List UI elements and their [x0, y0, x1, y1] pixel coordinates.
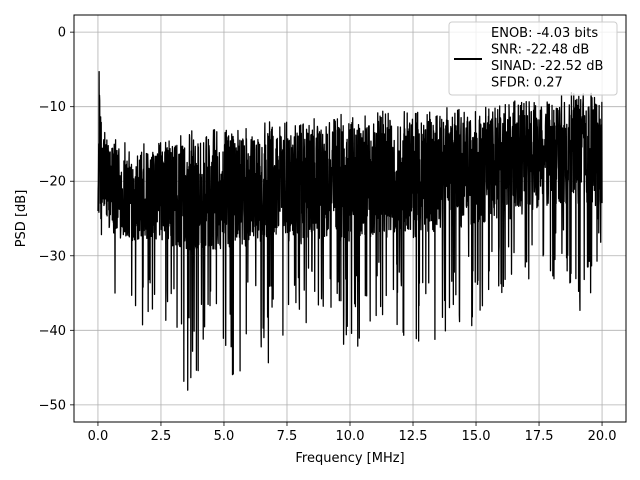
x-axis-label: Frequency [MHz]	[295, 451, 404, 466]
x-tick-label: 0.0	[88, 429, 109, 444]
y-tick-label: −10	[39, 100, 66, 115]
plot-area	[97, 71, 603, 391]
x-tick-label: 12.5	[399, 429, 428, 444]
y-axis-ticks: 0 −10 −20 −30 −40 −50	[39, 26, 74, 413]
y-tick-label: 0	[58, 26, 66, 41]
psd-series-line	[97, 71, 603, 391]
y-axis-label: PSD [dB]	[14, 190, 29, 248]
legend: ENOB: -4.03 bits SNR: -22.48 dB SINAD: -…	[448, 21, 618, 96]
legend-enob-text: ENOB: -4.03 bits	[491, 26, 598, 41]
x-tick-label: 7.5	[277, 429, 298, 444]
y-tick-label: −30	[39, 249, 66, 264]
x-tick-label: 17.5	[525, 429, 554, 444]
legend-box	[448, 21, 618, 96]
x-axis-ticks: 0.0 2.5 5.0 7.5 10.0 12.5 15.0 17.5 20.0	[88, 422, 617, 444]
x-tick-label: 15.0	[462, 429, 491, 444]
x-tick-label: 20.0	[588, 429, 617, 444]
x-tick-label: 5.0	[214, 429, 235, 444]
legend-sinad-text: SINAD: -22.52 dB	[491, 59, 603, 74]
legend-sfdr-text: SFDR: 0.27	[491, 76, 563, 91]
legend-snr-text: SNR: -22.48 dB	[491, 43, 589, 58]
x-tick-label: 10.0	[336, 429, 365, 444]
y-tick-label: −40	[39, 324, 66, 339]
x-tick-label: 2.5	[151, 429, 172, 444]
y-tick-label: −50	[39, 398, 66, 413]
y-tick-label: −20	[39, 175, 66, 190]
